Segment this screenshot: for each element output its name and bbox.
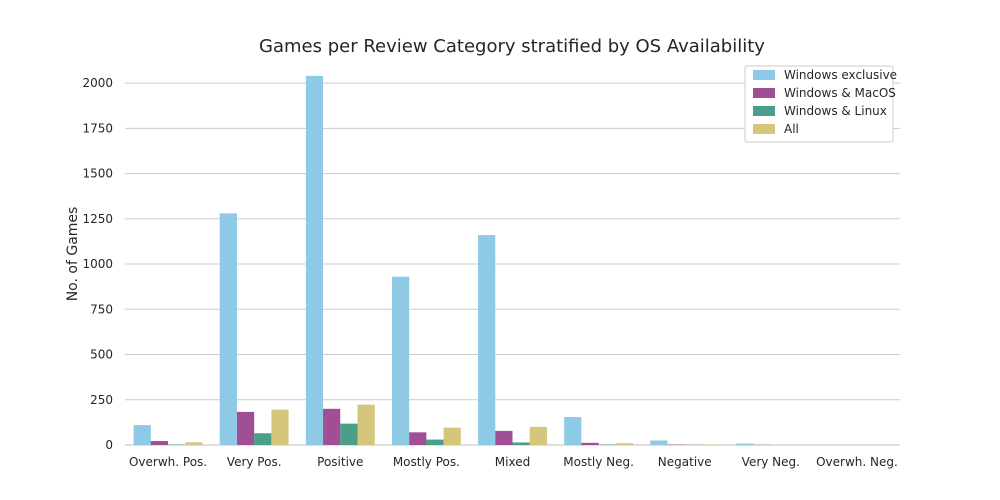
bar — [219, 213, 237, 445]
y-tick-label: 250 — [90, 393, 113, 407]
bar — [254, 433, 272, 445]
x-tick-label: Mostly Neg. — [563, 455, 634, 469]
bar — [650, 440, 668, 445]
x-tick-label: Mostly Pos. — [393, 455, 460, 469]
legend-label: Windows exclusive — [784, 68, 897, 82]
y-axis-label: No. of Games — [65, 207, 81, 302]
legend-swatch — [753, 88, 775, 98]
chart-title: Games per Review Category stratified by … — [259, 36, 765, 57]
y-tick-label: 1750 — [82, 121, 113, 135]
bar — [271, 409, 289, 445]
bar — [305, 75, 324, 445]
legend-swatch — [753, 124, 775, 134]
bar — [391, 276, 410, 445]
y-tick-label: 1000 — [82, 257, 113, 271]
bar — [495, 430, 513, 445]
bar — [564, 416, 582, 445]
x-tick-label: Very Pos. — [227, 455, 282, 469]
y-tick-label: 1500 — [82, 167, 113, 181]
y-tick-label: 0 — [105, 438, 113, 452]
bar — [133, 425, 151, 445]
y-tick-label: 500 — [90, 348, 113, 362]
bar — [443, 427, 461, 445]
bar — [529, 426, 547, 445]
x-tick-label: Very Neg. — [742, 455, 800, 469]
grid-layer — [125, 82, 900, 446]
y-tick-label: 2000 — [82, 76, 113, 90]
axes-layer: 0 250 500 750 1000 1250 1500 1750 2000 Overwh. Po… — [82, 76, 897, 469]
legend-box — [744, 65, 894, 143]
legend: Windows exclusive Windows & MacOS Windows … — [744, 65, 897, 143]
bar — [185, 442, 203, 445]
x-tick-label: Positive — [317, 455, 363, 469]
bar — [236, 411, 255, 445]
x-tick-label: Negative — [658, 455, 712, 469]
bar — [736, 443, 754, 445]
bar — [615, 443, 634, 445]
bar — [323, 408, 341, 445]
legend-swatch — [753, 70, 775, 80]
bar — [581, 442, 599, 445]
bar — [340, 423, 358, 445]
x-tick-label: Mixed — [495, 455, 530, 469]
bar — [409, 432, 427, 445]
bar — [478, 235, 496, 445]
legend-label: Windows & Linux — [784, 104, 887, 118]
bar — [512, 442, 530, 445]
bar — [357, 404, 375, 445]
bar — [426, 439, 444, 445]
legend-label: All — [784, 122, 799, 136]
legend-swatch — [753, 106, 775, 116]
y-tick-label: 750 — [90, 302, 113, 316]
bar — [150, 441, 169, 445]
legend-label: Windows & MacOS — [784, 86, 896, 100]
x-tick-label: Overwh. Neg. — [816, 455, 898, 469]
bars-layer — [133, 75, 840, 445]
x-tick-label: Overwh. Pos. — [129, 455, 207, 469]
y-tick-label: 1250 — [82, 212, 113, 226]
